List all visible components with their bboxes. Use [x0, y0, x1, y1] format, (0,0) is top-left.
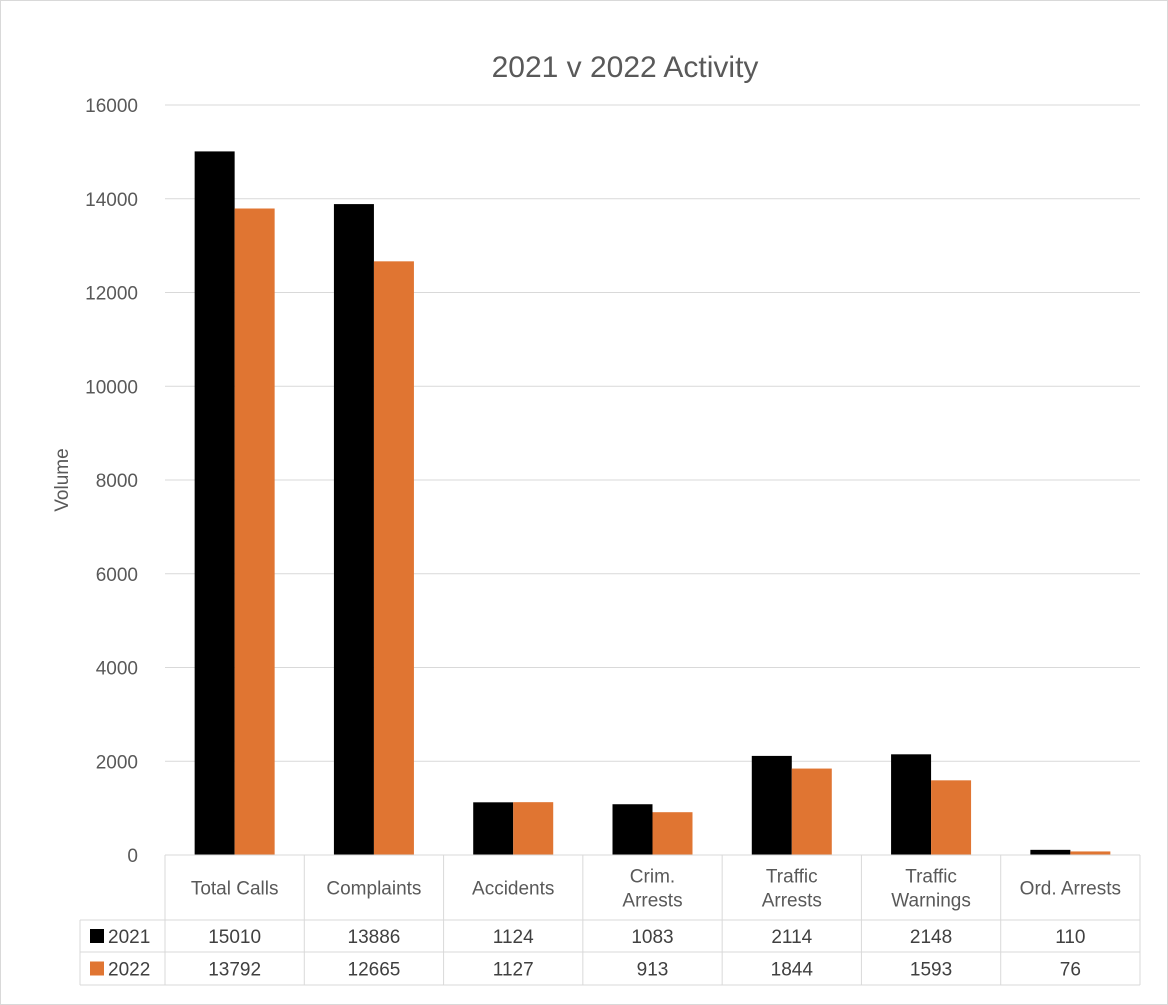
category-label: Traffic: [766, 867, 818, 888]
legend-label-2021: 2021: [108, 927, 150, 948]
bar-2022-4: [791, 768, 832, 855]
y-tick-label: 14000: [85, 190, 138, 211]
bar-2021-4: [751, 755, 792, 855]
table-value-2022-0: 13792: [208, 960, 261, 981]
y-tick-label: 4000: [96, 659, 138, 680]
legend-label-2022: 2022: [108, 960, 150, 981]
category-label: Crim.: [630, 867, 675, 888]
bar-2022-0: [234, 208, 275, 855]
table-value-2021-5: 2148: [910, 927, 952, 948]
bar-2021-6: [1030, 849, 1071, 855]
table-value-2022-6: 76: [1060, 960, 1081, 981]
y-tick-label: 8000: [96, 471, 138, 492]
table-value-2021-4: 2114: [771, 927, 812, 948]
table-value-2022-4: 1844: [771, 960, 814, 981]
table-value-2022-3: 913: [637, 960, 669, 981]
y-tick-label: 10000: [85, 377, 138, 398]
category-label: Complaints: [326, 879, 421, 900]
bar-2022-1: [373, 261, 414, 855]
y-tick-label: 16000: [85, 96, 138, 117]
bar-2022-5: [931, 780, 972, 855]
bar-2022-6: [1070, 851, 1111, 855]
bar-2021-2: [473, 802, 514, 855]
y-tick-label: 6000: [96, 565, 138, 586]
bar-2022-3: [652, 812, 693, 855]
table-value-2021-3: 1083: [631, 927, 673, 948]
bar-2021-1: [333, 204, 374, 855]
y-tick-label: 12000: [85, 284, 138, 305]
table-value-2022-2: 1127: [493, 960, 534, 981]
bar-2021-5: [891, 754, 932, 855]
table-value-2021-1: 13886: [348, 927, 401, 948]
table-value-2022-1: 12665: [348, 960, 401, 981]
bar-2022-2: [513, 802, 554, 855]
legend-key-2022: [90, 961, 104, 976]
category-label: Traffic: [905, 867, 957, 888]
category-label: Accidents: [472, 879, 554, 900]
table-value-2021-6: 110: [1055, 927, 1085, 948]
category-label: Arrests: [622, 891, 682, 912]
table-value-2022-5: 1593: [910, 960, 952, 981]
table-value-2021-2: 1124: [493, 927, 534, 948]
category-label: Warnings: [891, 891, 971, 912]
y-axis-label: Volume: [52, 448, 73, 511]
y-tick-label: 0: [127, 846, 138, 867]
y-tick-label: 2000: [96, 752, 138, 773]
category-label: Arrests: [762, 891, 822, 912]
category-label: Ord. Arrests: [1020, 879, 1121, 900]
bar-2021-3: [612, 804, 653, 855]
legend-key-2021: [90, 929, 104, 943]
bar-2021-0: [194, 151, 235, 855]
chart-title: 2021 v 2022 Activity: [492, 51, 759, 84]
category-label: Total Calls: [191, 879, 279, 900]
table-value-2021-0: 15010: [208, 927, 261, 948]
